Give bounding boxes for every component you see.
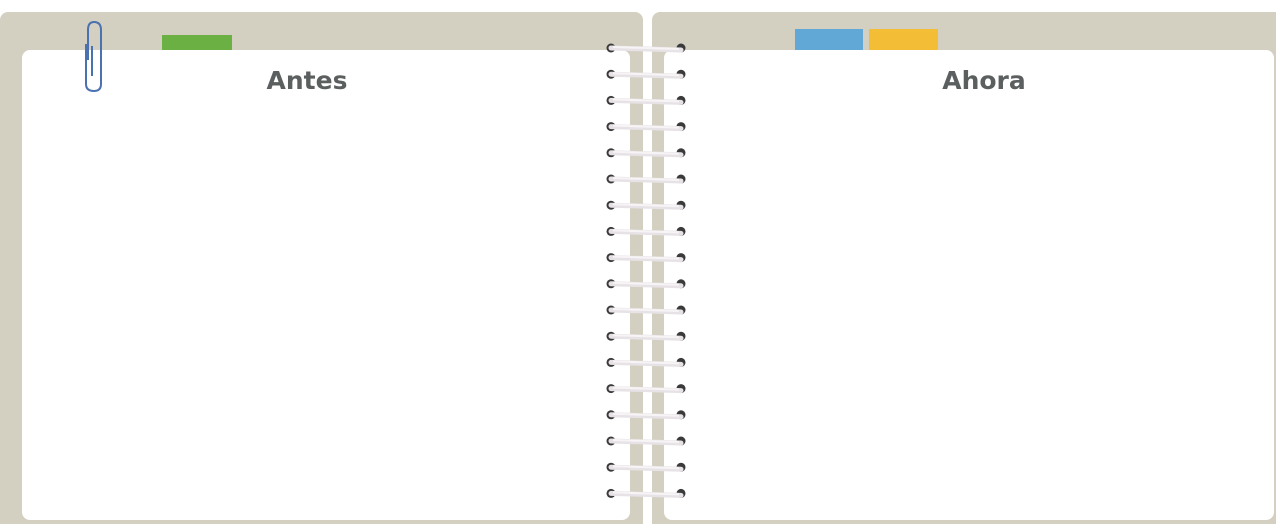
blue-tab [795, 29, 863, 53]
notebook: Antes Ahora [0, 0, 1276, 524]
left-page [22, 50, 630, 520]
page-title: Ahora [942, 66, 1026, 95]
right-page [664, 50, 1274, 520]
page-title: Antes [267, 66, 348, 95]
yellow-tab [869, 29, 938, 53]
page: Antes Ahora (() => { const data = JSON.p… [0, 0, 1276, 524]
